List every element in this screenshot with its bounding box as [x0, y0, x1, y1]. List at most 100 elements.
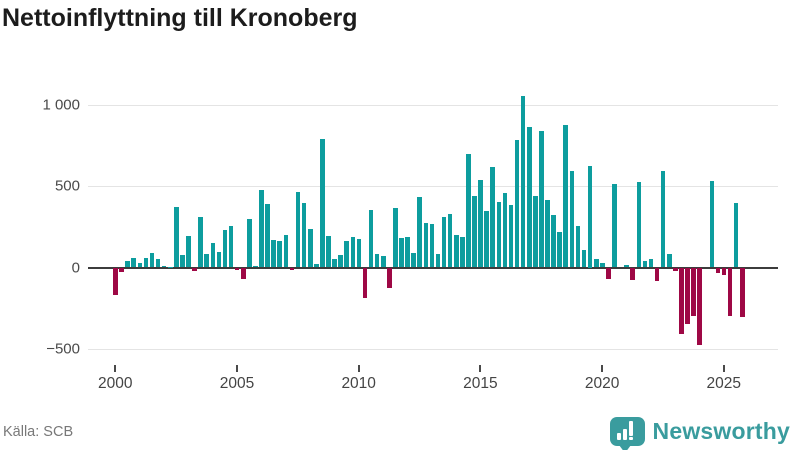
bar [265, 204, 270, 268]
x-tick [479, 365, 482, 372]
bar-chart-plot-area [88, 90, 778, 362]
bar [733, 203, 739, 268]
brand-name: Newsworthy [652, 417, 790, 444]
bar [192, 267, 197, 271]
bar [490, 166, 496, 268]
bar [399, 238, 404, 268]
x-tick [722, 365, 725, 372]
bar [356, 239, 362, 268]
bar [660, 170, 666, 268]
bar [697, 267, 702, 345]
x-tick [236, 365, 238, 372]
bar [350, 237, 356, 268]
bar [423, 222, 429, 268]
gridline-1000 [88, 104, 778, 106]
x-tick [601, 365, 604, 372]
bar [210, 243, 216, 268]
bar [271, 239, 276, 268]
bar [648, 258, 654, 268]
bar [478, 180, 483, 268]
bar [113, 267, 118, 296]
bar [119, 267, 124, 272]
bar [721, 267, 727, 275]
bar [460, 237, 465, 268]
bar [563, 125, 569, 268]
bar [630, 267, 636, 280]
bar [222, 230, 228, 268]
gridline-500 [88, 186, 778, 188]
x-tick [114, 365, 117, 372]
bar [277, 240, 283, 268]
bar [283, 234, 289, 268]
bar [612, 184, 617, 268]
bar [204, 254, 210, 268]
x-tick-label: 2000 [98, 375, 133, 392]
bar [332, 258, 337, 268]
bar [551, 215, 556, 268]
bar [326, 235, 331, 268]
bar [502, 192, 508, 268]
bar [691, 267, 696, 317]
bar [216, 252, 222, 268]
speech-bubble-tail [618, 444, 631, 450]
bar [666, 254, 672, 268]
x-tick-label: 2015 [463, 375, 498, 392]
bar [472, 195, 477, 268]
logo-bar-small [616, 432, 621, 440]
bar [186, 235, 191, 268]
bar [624, 265, 629, 268]
bar [338, 255, 343, 268]
y-tick-label: 1 000 [42, 96, 80, 114]
bar [180, 255, 185, 268]
bar [393, 208, 398, 268]
newsworthy-logo: Newsworthy [609, 412, 790, 450]
bar [466, 154, 471, 268]
bar [125, 260, 130, 268]
bar [247, 218, 252, 268]
bar [496, 201, 502, 268]
bar [174, 207, 179, 268]
bar [167, 266, 173, 268]
bar [715, 267, 721, 274]
bar [155, 259, 161, 268]
bar [600, 263, 605, 268]
bar [539, 130, 544, 268]
bar [636, 182, 642, 268]
bar [259, 190, 264, 268]
bar [642, 260, 648, 268]
bar [405, 237, 410, 268]
bar [301, 203, 307, 268]
bar [131, 257, 137, 268]
bar [593, 258, 599, 268]
bar [575, 225, 581, 268]
bar [654, 267, 660, 281]
zero-axis-line [88, 266, 778, 269]
bar [533, 195, 538, 268]
bar [307, 229, 313, 268]
bar [709, 181, 715, 268]
bar [484, 210, 489, 268]
y-tick-label: −500 [46, 340, 80, 358]
x-tick-label: 2025 [706, 375, 742, 392]
bar [234, 267, 240, 270]
x-tick [357, 365, 360, 372]
bar [240, 267, 246, 279]
bar [161, 265, 167, 268]
bar [557, 232, 562, 268]
bar [320, 138, 325, 268]
x-tick-label: 2020 [584, 375, 620, 392]
x-tick-label: 2005 [219, 375, 255, 392]
bar [453, 234, 459, 268]
logo-exclamation-dot [628, 436, 633, 440]
x-tick-label: 2010 [341, 375, 376, 392]
bar [727, 267, 733, 316]
bar [587, 165, 593, 268]
bar [368, 209, 374, 268]
bar [228, 225, 234, 268]
logo-bar-medium [622, 428, 627, 440]
bar [289, 267, 295, 270]
bar [344, 241, 350, 268]
bar [514, 139, 520, 268]
bar [295, 191, 301, 268]
